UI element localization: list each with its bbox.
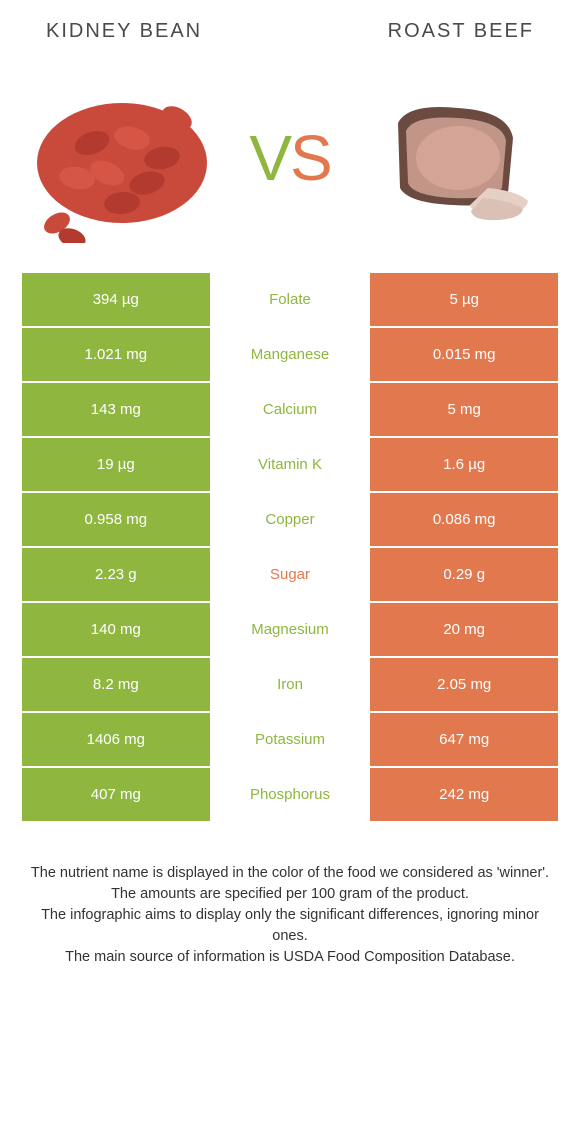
right-value: 647 mg [370, 713, 558, 766]
table-row: 407 mgPhosphorus242 mg [22, 768, 558, 823]
right-value: 0.015 mg [370, 328, 558, 381]
right-value: 5 mg [370, 383, 558, 436]
right-value: 0.29 g [370, 548, 558, 601]
nutrient-label: Copper [210, 493, 371, 546]
nutrient-label: Vitamin K [210, 438, 371, 491]
right-value: 5 µg [370, 273, 558, 326]
right-food-title: ROAST BEEF [388, 20, 534, 43]
left-value: 19 µg [22, 438, 210, 491]
left-value: 2.23 g [22, 548, 210, 601]
roast-beef-image [358, 73, 558, 243]
left-value: 394 µg [22, 273, 210, 326]
left-value: 0.958 mg [22, 493, 210, 546]
left-food-title: KIDNEY BEAN [46, 20, 202, 43]
images-row: VS [22, 61, 558, 273]
nutrient-label: Potassium [210, 713, 371, 766]
left-value: 407 mg [22, 768, 210, 821]
footnote-line: The main source of information is USDA F… [28, 947, 552, 968]
table-row: 394 µgFolate5 µg [22, 273, 558, 328]
right-value: 2.05 mg [370, 658, 558, 711]
left-value: 140 mg [22, 603, 210, 656]
table-row: 19 µgVitamin K1.6 µg [22, 438, 558, 493]
table-row: 2.23 gSugar0.29 g [22, 548, 558, 603]
table-row: 140 mgMagnesium20 mg [22, 603, 558, 658]
right-value: 242 mg [370, 768, 558, 821]
table-row: 143 mgCalcium5 mg [22, 383, 558, 438]
table-row: 8.2 mgIron2.05 mg [22, 658, 558, 713]
table-row: 0.958 mgCopper0.086 mg [22, 493, 558, 548]
vs-s: S [290, 122, 331, 194]
left-value: 1406 mg [22, 713, 210, 766]
nutrient-label: Folate [210, 273, 371, 326]
right-value: 0.086 mg [370, 493, 558, 546]
vs-label: VS [249, 121, 330, 195]
left-value: 143 mg [22, 383, 210, 436]
nutrient-label: Magnesium [210, 603, 371, 656]
nutrient-label: Iron [210, 658, 371, 711]
nutrient-label: Sugar [210, 548, 371, 601]
nutrient-table: 394 µgFolate5 µg1.021 mgManganese0.015 m… [22, 273, 558, 823]
table-row: 1.021 mgManganese0.015 mg [22, 328, 558, 383]
left-value: 8.2 mg [22, 658, 210, 711]
right-value: 1.6 µg [370, 438, 558, 491]
table-row: 1406 mgPotassium647 mg [22, 713, 558, 768]
nutrient-label: Phosphorus [210, 768, 371, 821]
nutrient-label: Manganese [210, 328, 371, 381]
footnote-line: The amounts are specified per 100 gram o… [28, 884, 552, 905]
nutrient-label: Calcium [210, 383, 371, 436]
footnote-line: The nutrient name is displayed in the co… [28, 863, 552, 884]
vs-v: V [249, 122, 290, 194]
left-value: 1.021 mg [22, 328, 210, 381]
footnote-line: The infographic aims to display only the… [28, 905, 552, 947]
kidney-bean-image [22, 73, 222, 243]
right-value: 20 mg [370, 603, 558, 656]
header: KIDNEY BEAN ROAST BEEF [22, 20, 558, 61]
footnotes: The nutrient name is displayed in the co… [22, 863, 558, 968]
